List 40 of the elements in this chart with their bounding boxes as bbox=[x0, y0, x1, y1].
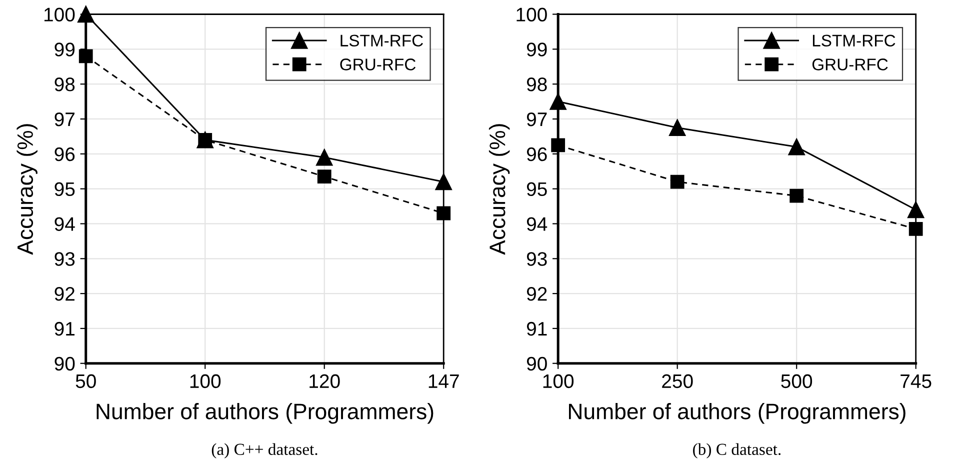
y-tick-label: 91 bbox=[54, 322, 74, 336]
y-tick-label: 90 bbox=[526, 356, 547, 371]
y-tick-label: 95 bbox=[526, 182, 547, 196]
y-tick-label: 96 bbox=[54, 147, 75, 162]
text: (b) C dataset. bbox=[693, 443, 781, 458]
y-tick-label: 100 bbox=[44, 8, 75, 22]
legend-label: GRU-RFC bbox=[340, 58, 416, 70]
y-tick-label: 92 bbox=[54, 287, 74, 301]
y-tick-label: 96 bbox=[526, 147, 547, 162]
y-tick-label: 93 bbox=[526, 252, 547, 266]
legend-label: GRU-RFC bbox=[812, 58, 888, 70]
y-tick-label: 94 bbox=[54, 217, 75, 231]
y-tick-label: 92 bbox=[526, 287, 547, 301]
y-tick-label: 95 bbox=[54, 182, 75, 196]
y-tick-label: 98 bbox=[54, 78, 75, 92]
x-tick-label: 100 bbox=[190, 374, 221, 388]
legend-label: LSTM-RFC bbox=[812, 34, 896, 46]
y-tick-label: 99 bbox=[526, 42, 547, 56]
x-tick-label: 100 bbox=[543, 374, 574, 388]
y-axis-title: Accuracy (%) bbox=[488, 124, 510, 255]
y-tick-label: 91 bbox=[526, 322, 547, 336]
y-tick-label: 93 bbox=[54, 252, 75, 266]
x-axis-title: Number of authors (Programmers) bbox=[96, 403, 434, 424]
x-axis-title: Number of authors (Programmers) bbox=[569, 403, 906, 424]
y-tick-label: 97 bbox=[526, 112, 547, 126]
legend-label: LSTM-RFC bbox=[340, 34, 423, 46]
y-tick-label: 94 bbox=[526, 217, 548, 231]
x-tick-label: 120 bbox=[310, 374, 340, 388]
x-tick-label: 745 bbox=[900, 374, 932, 388]
text: (a) C++ dataset. bbox=[212, 443, 318, 458]
x-tick-label: 250 bbox=[662, 374, 693, 388]
y-tick-label: 99 bbox=[54, 42, 75, 56]
y-tick-label: 100 bbox=[516, 8, 547, 22]
y-tick-label: 90 bbox=[54, 356, 75, 371]
x-tick-label: 50 bbox=[76, 374, 96, 388]
y-axis-title: Accuracy (%) bbox=[16, 124, 38, 255]
x-tick-label: 147 bbox=[428, 374, 459, 388]
x-tick-label: 500 bbox=[781, 374, 812, 388]
y-tick-label: 98 bbox=[526, 78, 547, 92]
y-tick-label: 97 bbox=[54, 112, 74, 126]
